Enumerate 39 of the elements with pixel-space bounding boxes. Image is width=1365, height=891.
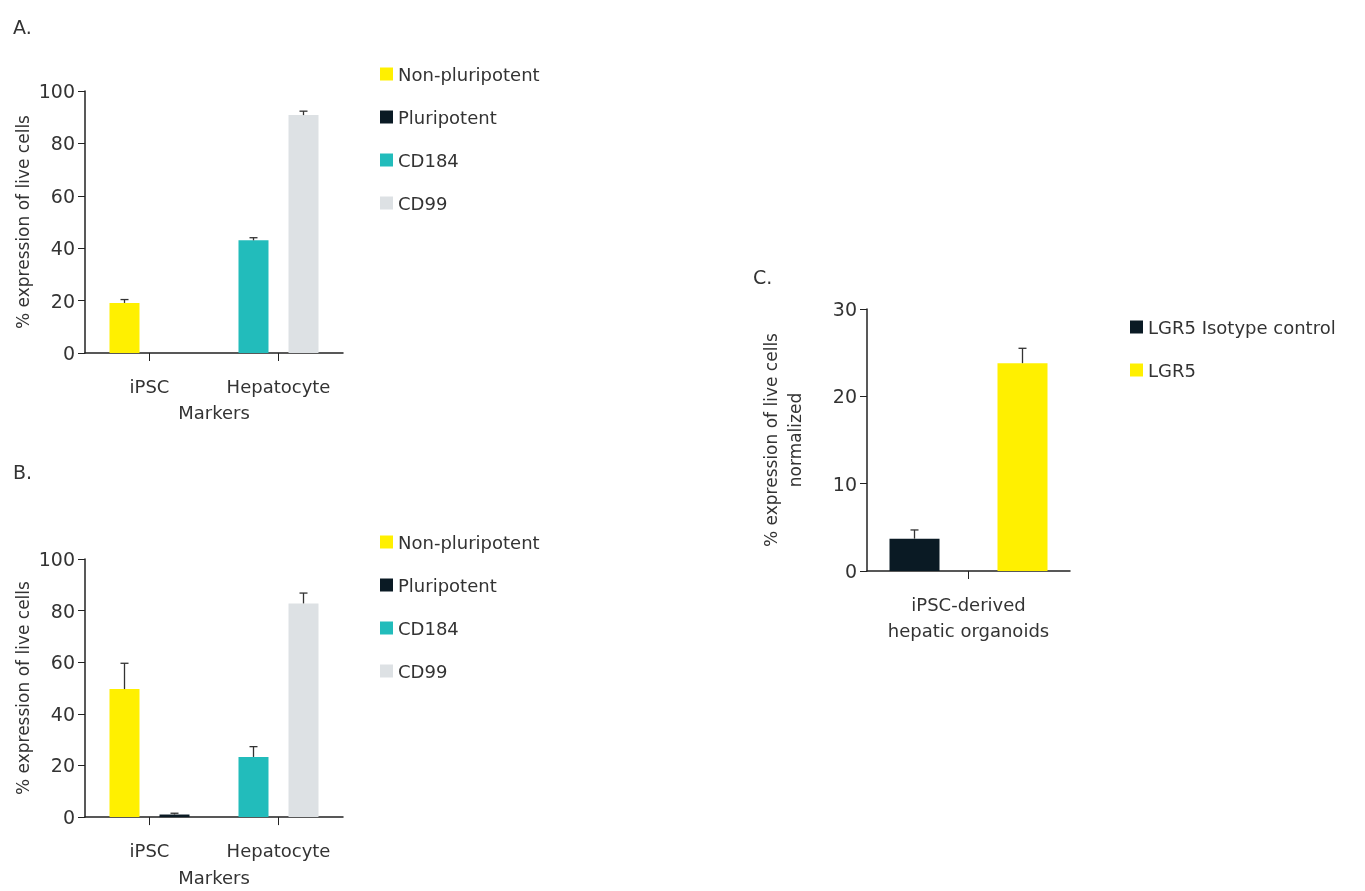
y-tick-label: 100 bbox=[38, 80, 75, 102]
chart-title: A. bbox=[13, 15, 32, 38]
x-tick-label: iPSC-derived hepatic organoids bbox=[887, 593, 1050, 641]
legend-label: LGR5 bbox=[1148, 359, 1196, 381]
y-tick-label: 20 bbox=[50, 754, 75, 777]
chart-title: C. bbox=[753, 265, 773, 288]
y-tick-label: 100 bbox=[38, 548, 75, 570]
x-tick-label: iPSC bbox=[129, 839, 170, 861]
y-tick-label: 30 bbox=[832, 298, 857, 320]
legend-label: CD184 bbox=[398, 149, 459, 171]
y-axis-title: % expression of live cells bbox=[12, 580, 33, 796]
y-tick-label: 20 bbox=[832, 385, 857, 408]
legend-label: LGR5 Isotype control bbox=[1148, 316, 1336, 338]
y-tick-label: 80 bbox=[50, 132, 75, 155]
y-tick-label: 80 bbox=[50, 599, 75, 622]
legend-label: Pluripotent bbox=[398, 574, 497, 596]
x-axis-title: Markers bbox=[178, 866, 250, 888]
chart-title: B. bbox=[13, 460, 33, 483]
y-tick-label: 0 bbox=[62, 342, 75, 364]
x-tick-label: Hepatocyte bbox=[226, 375, 331, 397]
legend-label: Pluripotent bbox=[398, 106, 497, 128]
x-tick-label: iPSC bbox=[129, 375, 170, 397]
legend-label: CD184 bbox=[398, 617, 459, 639]
legend-label: Non-pluripotent bbox=[398, 531, 540, 553]
y-tick-label: 60 bbox=[50, 184, 75, 207]
legend-label: CD99 bbox=[398, 660, 448, 682]
y-axis-title: % expression of live cells bbox=[12, 114, 33, 329]
y-tick-label: 0 bbox=[62, 806, 75, 829]
y-tick-label: 0 bbox=[844, 560, 857, 582]
y-tick-label: 60 bbox=[50, 651, 75, 674]
legend-label: Non-pluripotent bbox=[398, 63, 540, 85]
y-axis-title: % expression of live cells normalized bbox=[761, 332, 805, 547]
y-tick-label: 10 bbox=[832, 472, 857, 495]
y-tick-label: 40 bbox=[50, 702, 75, 725]
legend-label: CD99 bbox=[398, 192, 448, 214]
y-tick-label: 20 bbox=[50, 289, 75, 312]
x-tick-label: Hepatocyte bbox=[226, 839, 331, 861]
x-axis-title: Markers bbox=[178, 402, 250, 424]
y-tick-label: 40 bbox=[50, 237, 75, 260]
